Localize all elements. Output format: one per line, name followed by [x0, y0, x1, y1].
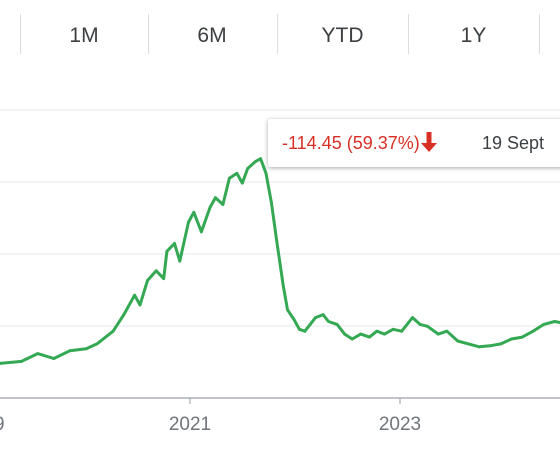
price-chart[interactable]: 9 2021 2023: [0, 77, 560, 450]
data-point: [162, 277, 166, 280]
data-point: [467, 342, 470, 346]
range-button-6m[interactable]: 6M: [197, 24, 227, 47]
data-point: [138, 303, 142, 307]
tooltip-date: 19 Sept: [482, 133, 545, 153]
data-point: [531, 329, 535, 333]
data-point: [314, 316, 317, 319]
range-selector: 1M 6M YTD 1Y: [0, 0, 560, 77]
data-point: [187, 220, 190, 224]
data-point: [445, 329, 449, 333]
data-point: [228, 176, 231, 180]
data-point: [146, 279, 149, 282]
data-point: [418, 323, 422, 326]
data-point: [20, 360, 23, 363]
range-button-ytd[interactable]: YTD: [321, 24, 364, 47]
arrow-down-icon: [421, 132, 437, 152]
data-point: [259, 157, 262, 161]
data-point: [154, 269, 158, 273]
data-point: [335, 323, 339, 326]
data-point: [391, 327, 395, 331]
data-point: [426, 324, 429, 328]
data-point: [246, 167, 250, 170]
data-point: [214, 196, 217, 200]
data-point: [165, 249, 169, 253]
data-point: [36, 352, 40, 355]
data-point: [275, 240, 279, 244]
range-button-1m[interactable]: 1M: [69, 24, 99, 47]
data-point: [327, 320, 330, 323]
data-point: [542, 323, 546, 326]
data-point: [68, 349, 72, 353]
x-tick-label: 9: [0, 414, 5, 435]
price-tooltip: -114.45 (59.37%) 19 Sept: [268, 119, 560, 167]
data-point: [208, 206, 212, 209]
data-point: [52, 357, 56, 360]
data-point: [95, 342, 99, 346]
data-point: [270, 201, 273, 205]
range-separator: [408, 14, 409, 54]
data-point: [359, 332, 363, 336]
data-point: [499, 342, 503, 346]
price-points: [0, 157, 560, 365]
data-point: [488, 344, 492, 348]
data-point: [240, 181, 244, 185]
data-point: [122, 313, 126, 317]
data-point: [350, 337, 354, 341]
data-point: [553, 320, 556, 323]
price-change-text: -114.45 (59.37%): [282, 133, 420, 153]
data-point: [383, 332, 386, 336]
data-point: [456, 339, 460, 343]
data-point: [368, 335, 371, 339]
data-point: [286, 308, 289, 312]
data-point: [520, 335, 524, 339]
data-point: [221, 203, 225, 206]
x-axis-ticks: [189, 398, 401, 404]
x-tick-label: 2021: [169, 414, 211, 435]
data-point: [343, 332, 346, 336]
data-point: [253, 160, 257, 164]
data-point: [400, 329, 404, 333]
data-point: [308, 323, 312, 326]
data-point: [264, 171, 268, 175]
data-point: [298, 327, 301, 331]
data-point: [173, 242, 176, 245]
range-separator: [148, 14, 149, 54]
data-point: [281, 284, 285, 287]
price-line: [0, 157, 560, 365]
data-point: [235, 171, 239, 175]
data-point: [292, 318, 296, 321]
range-button-1y[interactable]: 1Y: [460, 24, 487, 47]
range-separator: [277, 14, 278, 54]
data-point: [411, 316, 414, 319]
data-point: [303, 329, 307, 333]
data-point: [84, 347, 88, 351]
data-point: [200, 230, 203, 234]
data-point: [133, 293, 137, 297]
range-separator: [539, 14, 540, 54]
range-separator: [20, 14, 21, 54]
data-point: [111, 329, 115, 333]
data-point: [436, 332, 440, 336]
data-point: [477, 345, 481, 349]
data-point: [510, 337, 513, 341]
data-point: [375, 329, 379, 333]
data-point: [0, 362, 2, 365]
data-point: [178, 259, 182, 263]
x-tick-label: 2023: [379, 414, 421, 435]
data-point: [192, 210, 196, 214]
data-point: [321, 313, 325, 317]
